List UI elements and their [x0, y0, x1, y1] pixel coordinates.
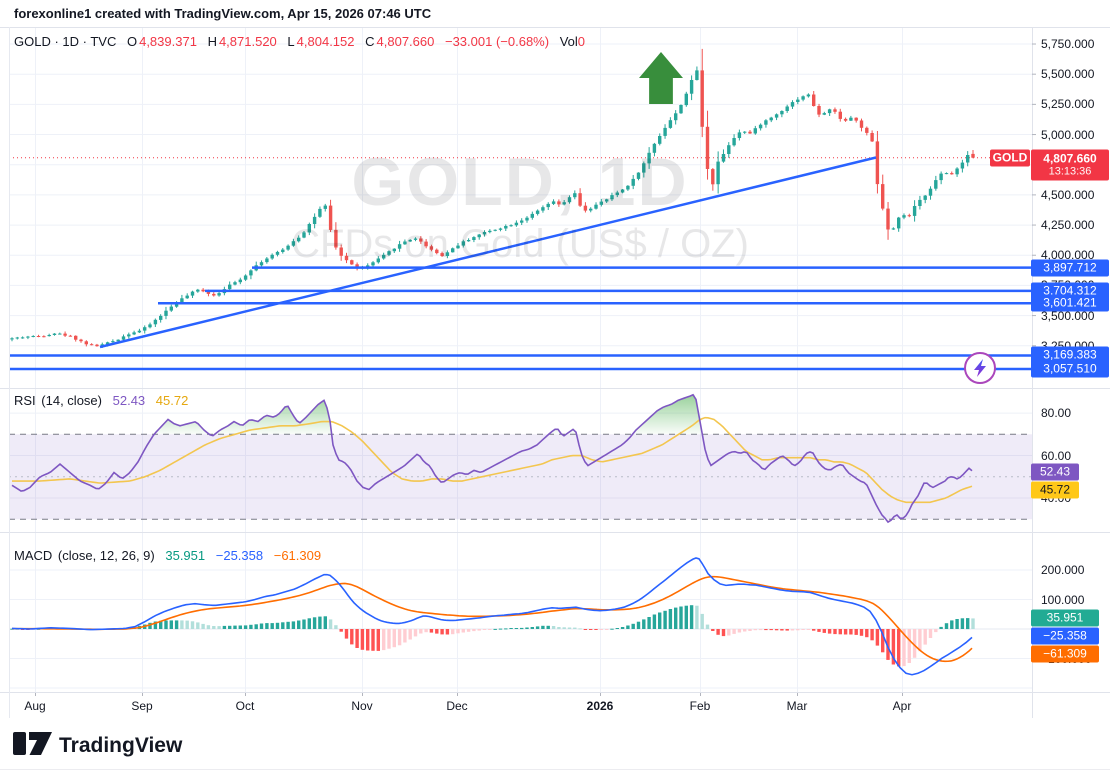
volume-label: Vol — [559, 34, 578, 49]
macd-tick-label: 200.000 — [1041, 563, 1085, 578]
time-axis-label: Dec — [446, 699, 468, 713]
header-credit-line: forexonline1 created with TradingView.co… — [14, 6, 431, 21]
macd-hist-value: 35.951 — [165, 548, 206, 563]
time-axis-label: Aug — [24, 699, 46, 713]
macd-layer — [10, 557, 975, 676]
borders-layer — [0, 27, 1110, 718]
hist-value-badge[interactable]: 35.951 — [1031, 609, 1099, 627]
price-tick-label: 5,250.000 — [1041, 97, 1095, 112]
price-level-badge[interactable]: 3,601.421 — [1031, 294, 1109, 312]
open-value: 4,839.371 — [139, 34, 197, 49]
trendline-drawing[interactable] — [99, 156, 877, 349]
arrow-up-marker[interactable] — [639, 52, 683, 104]
last-price-badge[interactable]: 4,807.660 13:13:36 — [1031, 149, 1109, 181]
rsi-legend[interactable]: RSI (14, close) 52.43 45.72 — [14, 393, 190, 408]
tv-logo-bar — [13, 732, 26, 755]
macd-legend[interactable]: MACD (close, 12, 26, 9) 35.951 −25.358 −… — [14, 548, 323, 563]
grid-layer — [9, 27, 1032, 696]
macd-line-value: −25.358 — [215, 548, 264, 563]
rsi-value-badge[interactable]: 52.43 — [1031, 463, 1079, 481]
footer-divider — [0, 769, 1110, 770]
time-axis-label: Oct — [235, 699, 255, 713]
close-label: C — [365, 34, 375, 49]
rsi-tick-label: 60.00 — [1041, 448, 1072, 463]
rsi-ma-value: 45.72 — [155, 393, 189, 408]
countdown-timer: 13:13:36 — [1048, 165, 1092, 178]
rsi-line — [11, 393, 973, 524]
close-value: 4,807.660 — [376, 34, 435, 49]
price-tick-label: 5,750.000 — [1041, 37, 1095, 52]
footer: TradingView — [0, 720, 1110, 781]
macd-line — [11, 557, 973, 676]
macd-params: (close, 12, 26, 9) — [57, 548, 155, 563]
low-label: L — [287, 34, 295, 49]
macd-tick-label: 100.000 — [1041, 592, 1085, 607]
rsi-ma-line — [12, 416, 973, 504]
high-value: 4,871.520 — [218, 34, 277, 49]
drawings-layer[interactable] — [9, 52, 1032, 384]
change-value: −33.001 (−0.68%) — [444, 34, 550, 49]
open-label: O — [126, 34, 138, 49]
tv-logo-seven — [29, 732, 52, 755]
price-level-badge[interactable]: 3,897.712 — [1031, 259, 1109, 277]
macd-title: MACD — [14, 548, 53, 563]
time-axis-label: Sep — [131, 699, 153, 713]
rsi-params: (14, close) — [41, 393, 102, 408]
credit-text: forexonline1 created with TradingView.co… — [14, 6, 432, 21]
price-level-badge[interactable]: 3,169.383 — [1031, 346, 1109, 364]
last-price-value: 4,807.660 — [1043, 151, 1097, 166]
lightning-icon[interactable] — [964, 352, 996, 384]
macd-signal-line — [12, 575, 973, 663]
rsi_ma-value-badge[interactable]: 45.72 — [1031, 481, 1079, 499]
price-tick-label: 3,500.000 — [1041, 308, 1095, 323]
time-axis-label: Feb — [689, 699, 711, 713]
low-value: 4,804.152 — [296, 34, 355, 49]
price-level-badge[interactable]: 3,057.510 — [1031, 360, 1109, 378]
volume-value: 0 — [577, 34, 585, 49]
macd-value-badge[interactable]: −25.358 — [1031, 627, 1099, 645]
symbol-price-label[interactable]: GOLD — [990, 149, 1030, 167]
rsi-title: RSI — [14, 393, 36, 408]
rsi-band — [9, 433, 1032, 520]
rsi-tick-label: 80.00 — [1041, 406, 1072, 421]
time-axis-label: Apr — [892, 699, 912, 713]
tradingview-logo[interactable]: TradingView — [12, 728, 212, 762]
signal-value-badge[interactable]: −61.309 — [1031, 645, 1099, 663]
price-tick-label: 5,500.000 — [1041, 67, 1095, 82]
price-tick-label: 5,000.000 — [1041, 127, 1095, 142]
price-tick-label: 4,250.000 — [1041, 218, 1095, 233]
price-tick-label: 4,500.000 — [1041, 187, 1095, 202]
rsi-layer — [11, 393, 973, 524]
tv-logo-wordmark: TradingView — [59, 734, 183, 757]
symbol-title: GOLD · 1D · TVC — [14, 34, 117, 49]
price-tick-label: 4,000.000 — [1041, 248, 1095, 263]
time-axis-label: 2026 — [586, 699, 614, 713]
rsi-value: 52.43 — [112, 393, 146, 408]
candlestick-layer — [10, 48, 975, 348]
time-axis-label: Nov — [351, 699, 373, 713]
time-axis-label: Mar — [786, 699, 808, 713]
macd-signal-value: −61.309 — [273, 548, 322, 563]
high-label: H — [207, 34, 217, 49]
